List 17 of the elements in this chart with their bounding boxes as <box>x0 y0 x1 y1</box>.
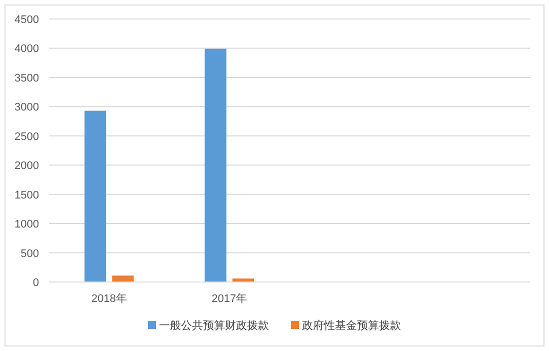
y-tick-label: 0 <box>32 277 39 289</box>
legend-label: 政府性基金预算拨款 <box>302 319 401 332</box>
x-tick-label: 2017年 <box>212 293 248 305</box>
bar <box>84 110 106 282</box>
y-tick-label: 4000 <box>14 43 39 56</box>
y-tick-label: 500 <box>20 248 39 260</box>
y-tick-label: 1000 <box>14 218 39 231</box>
y-tick-label: 4500 <box>14 14 39 26</box>
y-tick-label: 3500 <box>14 72 39 84</box>
y-tick-label: 1500 <box>14 189 39 202</box>
y-tick-label: 3000 <box>14 102 39 114</box>
bar <box>112 276 134 282</box>
y-tick-label: 2000 <box>14 160 39 172</box>
y-tick-label: 2500 <box>14 130 39 143</box>
x-tick-label: 2018年 <box>91 293 127 305</box>
bar <box>204 48 226 282</box>
legend-label: 一般公共预算财政拨款 <box>159 319 269 332</box>
